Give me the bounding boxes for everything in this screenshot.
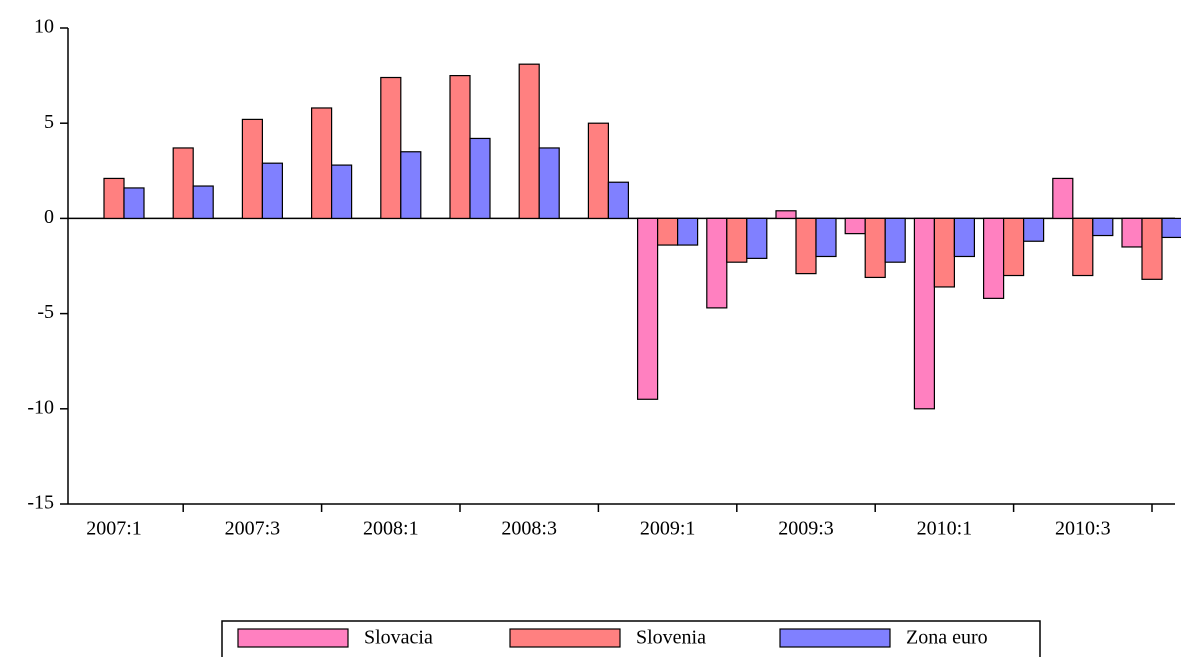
bar: [123, 187, 145, 220]
bar: [261, 162, 283, 220]
x-tick-label: 2007:3: [225, 518, 281, 540]
x-tick-label: 2007:1: [86, 518, 142, 540]
bar: [913, 217, 936, 410]
bar: [1141, 217, 1163, 280]
bar: [844, 217, 866, 235]
bar: [538, 147, 560, 219]
bar: [469, 137, 491, 220]
bar: [331, 164, 353, 219]
bar: [746, 217, 768, 259]
x-tick-label: 2008:1: [363, 518, 419, 540]
bar: [518, 63, 540, 220]
bar: [1121, 217, 1143, 248]
bar: [706, 217, 728, 309]
y-tick-label: -15: [27, 492, 54, 514]
y-tick-label: 5: [44, 111, 54, 133]
y-tick-label: 10: [34, 16, 54, 38]
bar: [656, 217, 679, 246]
x-tick-label: 2008:3: [501, 518, 557, 540]
bar: [1072, 217, 1094, 277]
bar: [587, 122, 610, 219]
bar: [449, 74, 471, 220]
bar: [676, 217, 699, 246]
y-tick-label: -10: [27, 396, 54, 418]
bar: [636, 217, 659, 400]
legend-label: Zona euro: [906, 627, 988, 649]
bar: [933, 217, 956, 288]
bar: [241, 118, 263, 220]
legend-swatch: [509, 628, 621, 648]
bar: [311, 107, 333, 220]
bar: [400, 151, 422, 219]
bar: [1092, 217, 1114, 237]
bar: [726, 217, 748, 263]
legend-label: Slovenia: [636, 627, 706, 649]
x-tick-label: 2009:3: [778, 518, 834, 540]
bar: [1002, 217, 1025, 277]
bar: [982, 217, 1005, 299]
bar: [380, 76, 402, 219]
bar: [1022, 217, 1045, 242]
bar: [775, 210, 797, 219]
y-tick-label: -5: [37, 301, 54, 323]
bar: [1052, 177, 1074, 220]
bar: [1161, 217, 1181, 239]
bar: [103, 177, 125, 220]
bar: [172, 147, 194, 219]
bar: [795, 217, 817, 275]
y-tick-label: 0: [44, 206, 54, 228]
bar: [884, 217, 906, 263]
legend-swatch: [779, 628, 891, 648]
bar: [953, 217, 976, 258]
bar: [815, 217, 837, 258]
x-tick-label: 2010:1: [917, 518, 973, 540]
legend-label: Slovacia: [364, 627, 433, 649]
x-tick-label: 2010:3: [1055, 518, 1111, 540]
bar: [607, 181, 630, 219]
legend-swatch: [237, 628, 349, 648]
bar: [192, 185, 214, 219]
legend-box: [221, 620, 1041, 657]
bar: [864, 217, 886, 279]
x-tick-label: 2009:1: [640, 518, 696, 540]
